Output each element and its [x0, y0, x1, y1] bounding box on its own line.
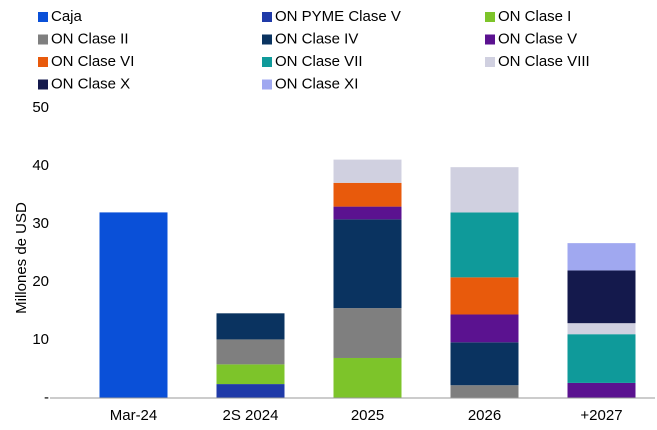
bar-segment	[333, 206, 402, 220]
legend-label: ON Clase VII	[275, 53, 363, 70]
bar-segment	[216, 339, 285, 365]
legend-swatch	[485, 12, 495, 22]
legend-label: Caja	[51, 8, 83, 25]
bar-segment	[450, 212, 519, 278]
bar-segment	[99, 212, 168, 398]
y-tick-label: 50	[32, 99, 49, 116]
bar-segment	[333, 357, 402, 398]
legend-label: ON Clase X	[51, 75, 130, 92]
legend-label: ON Clase V	[498, 30, 577, 47]
bar-segment	[450, 314, 519, 343]
bar-segment	[216, 364, 285, 385]
legend-swatch	[38, 57, 48, 67]
legend-swatch	[38, 34, 48, 45]
legend-swatch	[485, 34, 495, 45]
legend-swatch	[38, 79, 48, 90]
bar-segment	[333, 182, 402, 207]
bar-segment	[567, 323, 636, 335]
x-tick-label: 2026	[468, 407, 501, 424]
legend-swatch	[38, 12, 48, 22]
legend-swatch	[262, 57, 272, 67]
legend-label: ON Clase IV	[275, 30, 358, 47]
bar-segment	[333, 159, 402, 183]
x-tick-label: +2027	[580, 407, 622, 424]
bar-segment	[450, 167, 519, 213]
legend-label: ON Clase XI	[275, 75, 358, 92]
bar-segment	[450, 342, 519, 386]
bar-segment	[450, 385, 519, 398]
y-tick-label: 30	[32, 215, 49, 232]
x-tick-label: Mar-24	[110, 407, 158, 424]
bar-segment	[567, 334, 636, 383]
y-tick-label: 20	[32, 273, 49, 290]
legend-swatch	[262, 79, 272, 90]
bar-segment	[333, 308, 402, 358]
y-tick-label: -	[44, 389, 49, 406]
bar-segment	[333, 219, 402, 309]
legend-swatch	[485, 57, 495, 67]
legend-label: ON Clase VI	[51, 53, 134, 70]
x-tick-label: 2025	[351, 407, 384, 424]
legend-swatch	[262, 34, 272, 45]
y-axis-label: Millones de USD	[13, 202, 30, 314]
y-tick-label: 40	[32, 157, 49, 174]
y-tick-label: 10	[32, 331, 49, 348]
bar-segment	[216, 384, 285, 398]
bar-segment	[567, 270, 636, 324]
legend-label: ON Clase I	[498, 8, 571, 25]
bar-segment	[567, 243, 636, 271]
legend-label: ON Clase II	[51, 30, 129, 47]
bar-segment	[450, 277, 519, 315]
legend-swatch	[262, 12, 272, 22]
bar-segment	[567, 382, 636, 398]
x-tick-label: 2S 2024	[223, 407, 279, 424]
legend-label: ON PYME Clase V	[275, 8, 401, 25]
legend-label: ON Clase VIII	[498, 53, 590, 70]
bar-segment	[216, 313, 285, 340]
